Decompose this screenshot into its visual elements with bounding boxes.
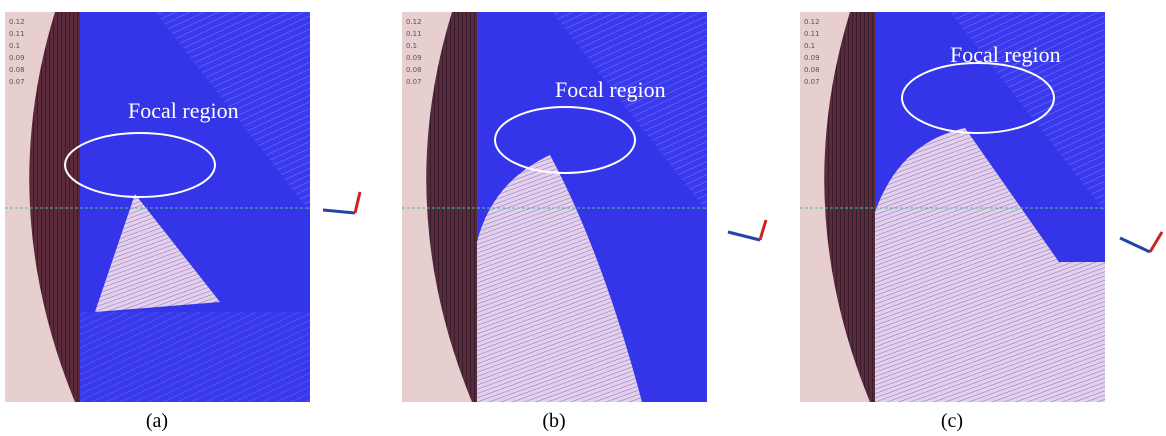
- scale-label: 0.11: [804, 30, 820, 38]
- scale-label: 0.1: [804, 42, 815, 50]
- scale-label: 0.09: [406, 54, 422, 62]
- figure: 0.12 0.11 0.1 0.09 0.08 0.07 Focal region (a) 0…: [0, 0, 1166, 436]
- scale-label: 0.09: [804, 54, 820, 62]
- caption: (a): [146, 410, 168, 432]
- annotation: Focal region: [555, 77, 666, 102]
- panel: 0.12 0.11 0.1 0.09 0.08 0.07 Focal region (c): [800, 12, 1105, 432]
- scale-label: 0.07: [406, 78, 422, 86]
- scale-label: 0.11: [9, 30, 25, 38]
- scale-label: 0.07: [804, 78, 820, 86]
- scale-label: 0.11: [406, 30, 422, 38]
- caption: (c): [941, 410, 963, 432]
- scale-label: 0.07: [9, 78, 25, 86]
- scale-label: 0.1: [406, 42, 417, 50]
- scale-label: 0.08: [804, 66, 820, 74]
- scale-label: 0.1: [9, 42, 20, 50]
- panel: 0.12 0.11 0.1 0.09 0.08 0.07 Focal region (b): [402, 12, 707, 432]
- scale-label: 0.09: [9, 54, 25, 62]
- panel: 0.12 0.11 0.1 0.09 0.08 0.07 Focal region (a): [5, 12, 310, 432]
- scale-label: 0.12: [9, 18, 25, 26]
- scale-label: 0.08: [9, 66, 25, 74]
- annotation: Focal region: [950, 42, 1061, 67]
- scale-label: 0.08: [406, 66, 422, 74]
- scale-label: 0.12: [406, 18, 422, 26]
- scale-label: 0.12: [804, 18, 820, 26]
- annotation: Focal region: [128, 98, 239, 123]
- caption: (b): [542, 410, 565, 432]
